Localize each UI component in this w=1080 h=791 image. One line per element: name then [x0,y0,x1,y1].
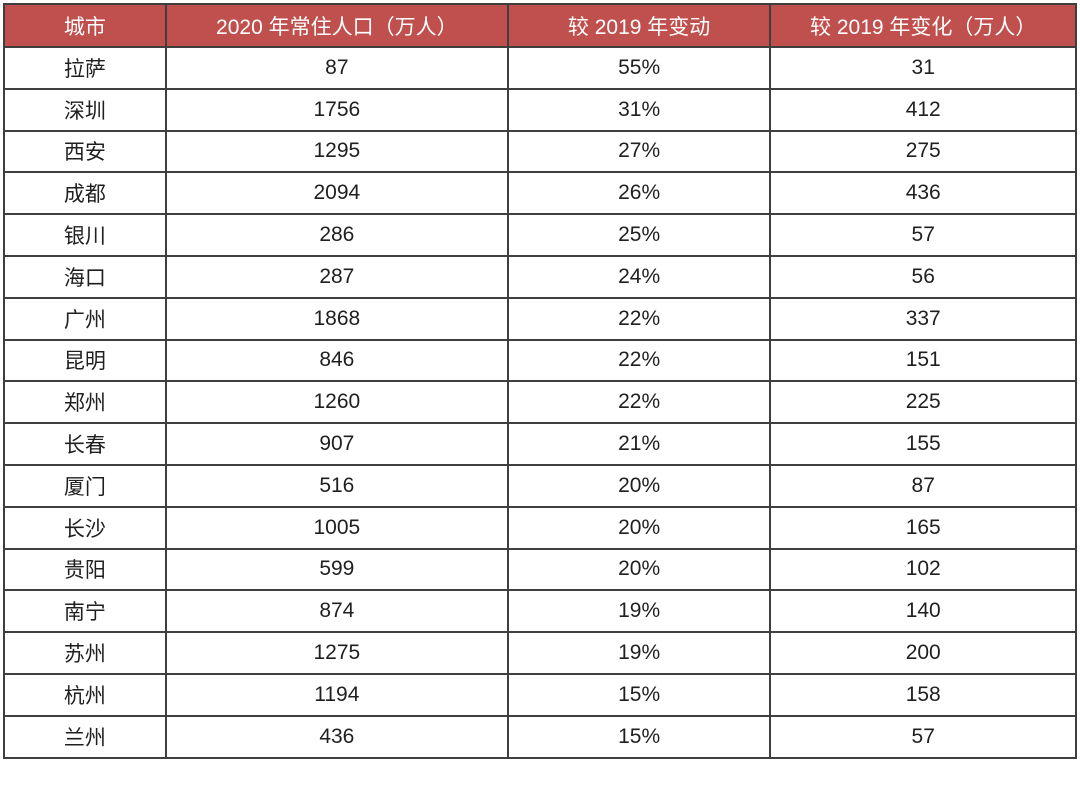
header-change-absolute: 较 2019 年变化（万人） [769,3,1077,48]
cell-change_pct: 55% [506,46,772,90]
cell-change_abs: 102 [769,547,1077,592]
cell-population: 1275 [164,631,509,675]
table-row: 贵阳 599 20% 102 [3,547,1077,592]
table-row: 长春 907 21% 155 [3,422,1077,466]
cell-change_pct: 19% [506,631,772,675]
cell-population: 287 [164,254,509,299]
cell-population: 846 [164,338,509,383]
cell-change_abs: 165 [769,505,1077,550]
table-row: 海口 287 24% 56 [3,254,1077,299]
table-row: 广州 1868 22% 337 [3,296,1077,341]
table-row: 南宁 874 19% 140 [3,589,1077,634]
cell-city: 南宁 [3,589,167,634]
cell-change_abs: 337 [769,296,1077,341]
cell-city: 长沙 [3,505,167,550]
cell-change_pct: 22% [506,296,772,341]
cell-change_abs: 31 [769,46,1077,90]
cell-change_pct: 22% [506,338,772,383]
cell-city: 兰州 [3,714,167,759]
cell-population: 1868 [164,296,509,341]
cell-city: 广州 [3,296,167,341]
cell-change_abs: 57 [769,213,1077,257]
cell-change_abs: 87 [769,463,1077,508]
cell-population: 1295 [164,129,509,174]
table-row: 成都 2094 26% 436 [3,171,1077,216]
header-population-2020: 2020 年常住人口（万人） [164,3,509,48]
cell-city: 杭州 [3,672,167,717]
cell-change_abs: 275 [769,129,1077,174]
cell-city: 厦门 [3,463,167,508]
header-city: 城市 [3,3,167,48]
table-row: 拉萨 87 55% 31 [3,46,1077,90]
cell-change_abs: 412 [769,87,1077,132]
cell-city: 银川 [3,213,167,257]
city-population-table: 城市 2020 年常住人口（万人） 较 2019 年变动 较 2019 年变化（… [3,3,1077,759]
cell-change_pct: 15% [506,714,772,759]
table-row: 长沙 1005 20% 165 [3,505,1077,550]
cell-change_abs: 56 [769,254,1077,299]
cell-change_pct: 21% [506,422,772,466]
cell-change_abs: 155 [769,422,1077,466]
cell-city: 郑州 [3,380,167,425]
table-row: 深圳 1756 31% 412 [3,87,1077,132]
cell-change_pct: 20% [506,547,772,592]
cell-change_pct: 26% [506,171,772,216]
cell-change_pct: 25% [506,213,772,257]
cell-population: 286 [164,213,509,257]
table-row: 昆明 846 22% 151 [3,338,1077,383]
table-row: 郑州 1260 22% 225 [3,380,1077,425]
cell-population: 1005 [164,505,509,550]
table-row: 西安 1295 27% 275 [3,129,1077,174]
header-change-percent: 较 2019 年变动 [506,3,772,48]
table-header: 城市 2020 年常住人口（万人） 较 2019 年变动 较 2019 年变化（… [3,3,1077,48]
cell-population: 907 [164,422,509,466]
cell-change_abs: 436 [769,171,1077,216]
cell-change_pct: 19% [506,589,772,634]
cell-change_pct: 24% [506,254,772,299]
table-row: 苏州 1275 19% 200 [3,631,1077,675]
cell-population: 2094 [164,171,509,216]
cell-change_pct: 20% [506,505,772,550]
cell-city: 贵阳 [3,547,167,592]
table-row: 银川 286 25% 57 [3,213,1077,257]
cell-population: 516 [164,463,509,508]
cell-city: 西安 [3,129,167,174]
header-row: 城市 2020 年常住人口（万人） 较 2019 年变动 较 2019 年变化（… [3,3,1077,48]
cell-change_pct: 31% [506,87,772,132]
cell-city: 昆明 [3,338,167,383]
cell-change_abs: 140 [769,589,1077,634]
cell-city: 成都 [3,171,167,216]
cell-population: 1756 [164,87,509,132]
cell-city: 长春 [3,422,167,466]
cell-population: 87 [164,46,509,90]
cell-city: 苏州 [3,631,167,675]
cell-city: 拉萨 [3,46,167,90]
cell-population: 436 [164,714,509,759]
cell-change_abs: 158 [769,672,1077,717]
cell-population: 599 [164,547,509,592]
table-body: 拉萨 87 55% 31 深圳 1756 31% 412 西安 1295 27% 275 成都 2094 2… [3,46,1077,759]
table-row: 杭州 1194 15% 158 [3,672,1077,717]
cell-change_pct: 22% [506,380,772,425]
cell-population: 1260 [164,380,509,425]
cell-city: 海口 [3,254,167,299]
cell-population: 874 [164,589,509,634]
cell-change_pct: 27% [506,129,772,174]
cell-city: 深圳 [3,87,167,132]
cell-change_abs: 225 [769,380,1077,425]
table-row: 兰州 436 15% 57 [3,714,1077,759]
cell-change_pct: 15% [506,672,772,717]
cell-change_pct: 20% [506,463,772,508]
cell-change_abs: 151 [769,338,1077,383]
cell-change_abs: 200 [769,631,1077,675]
cell-population: 1194 [164,672,509,717]
table-row: 厦门 516 20% 87 [3,463,1077,508]
cell-change_abs: 57 [769,714,1077,759]
